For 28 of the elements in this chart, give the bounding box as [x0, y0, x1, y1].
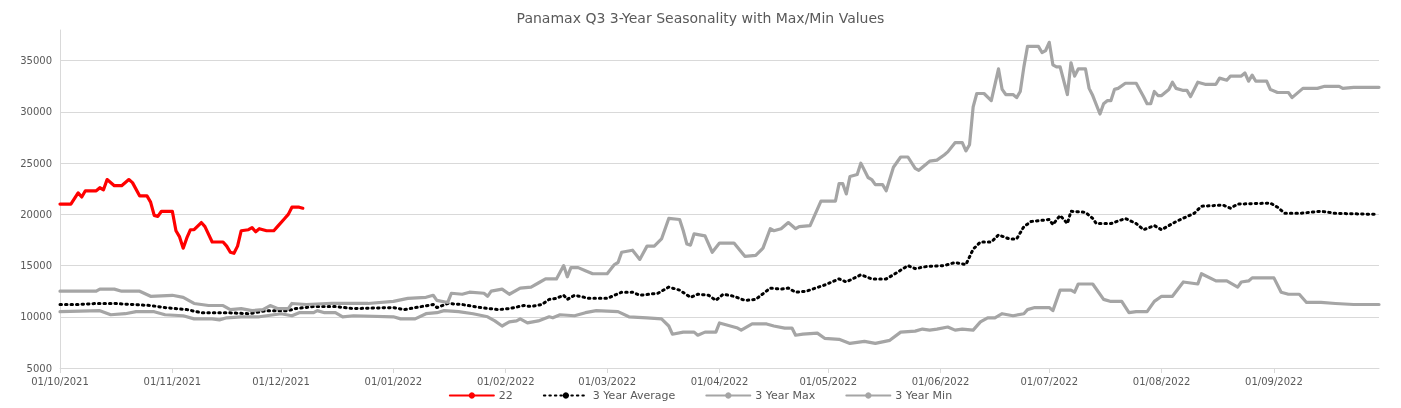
line-series	[58, 272, 1381, 346]
y-tick-label: 30000	[20, 106, 52, 118]
x-tick-label: 01/11/2021	[143, 375, 202, 387]
y-tick-label: 35000	[20, 55, 52, 67]
legend-label: 3 Year Max	[755, 389, 816, 402]
y-tick-label: 15000	[20, 260, 52, 272]
x-tick-label: 01/03/2022	[578, 375, 636, 387]
line-series	[58, 201, 1377, 316]
line-series	[58, 177, 305, 255]
y-tick-label: 20000	[20, 208, 52, 220]
x-tick-label: 01/12/2021	[252, 375, 310, 387]
legend-label: 3 Year Average	[592, 389, 676, 402]
x-tick-label: 01/09/2022	[1245, 375, 1303, 387]
x-tick-label: 01/02/2022	[476, 375, 535, 387]
legend-label: 3 Year Min	[895, 389, 953, 402]
line-series	[58, 40, 1381, 313]
x-tick-label: 01/06/2022	[911, 375, 970, 387]
x-tick-label: 01/07/2022	[1020, 375, 1079, 387]
x-tick-label: 01/04/2022	[690, 375, 749, 387]
x-tick-label: 01/01/2022	[364, 375, 423, 387]
x-tick-label: 01/08/2022	[1132, 375, 1191, 387]
chart-title: Panamax Q3 3-Year Seasonality with Max/Min Values	[516, 10, 885, 26]
y-tick-label: 5000	[26, 362, 52, 374]
x-tick-label: 01/10/2021	[31, 375, 89, 387]
legend-label: 22	[498, 389, 513, 402]
x-tick-label: 01/05/2022	[799, 375, 858, 387]
y-tick-label: 10000	[20, 311, 52, 323]
y-tick-label: 25000	[20, 157, 52, 169]
